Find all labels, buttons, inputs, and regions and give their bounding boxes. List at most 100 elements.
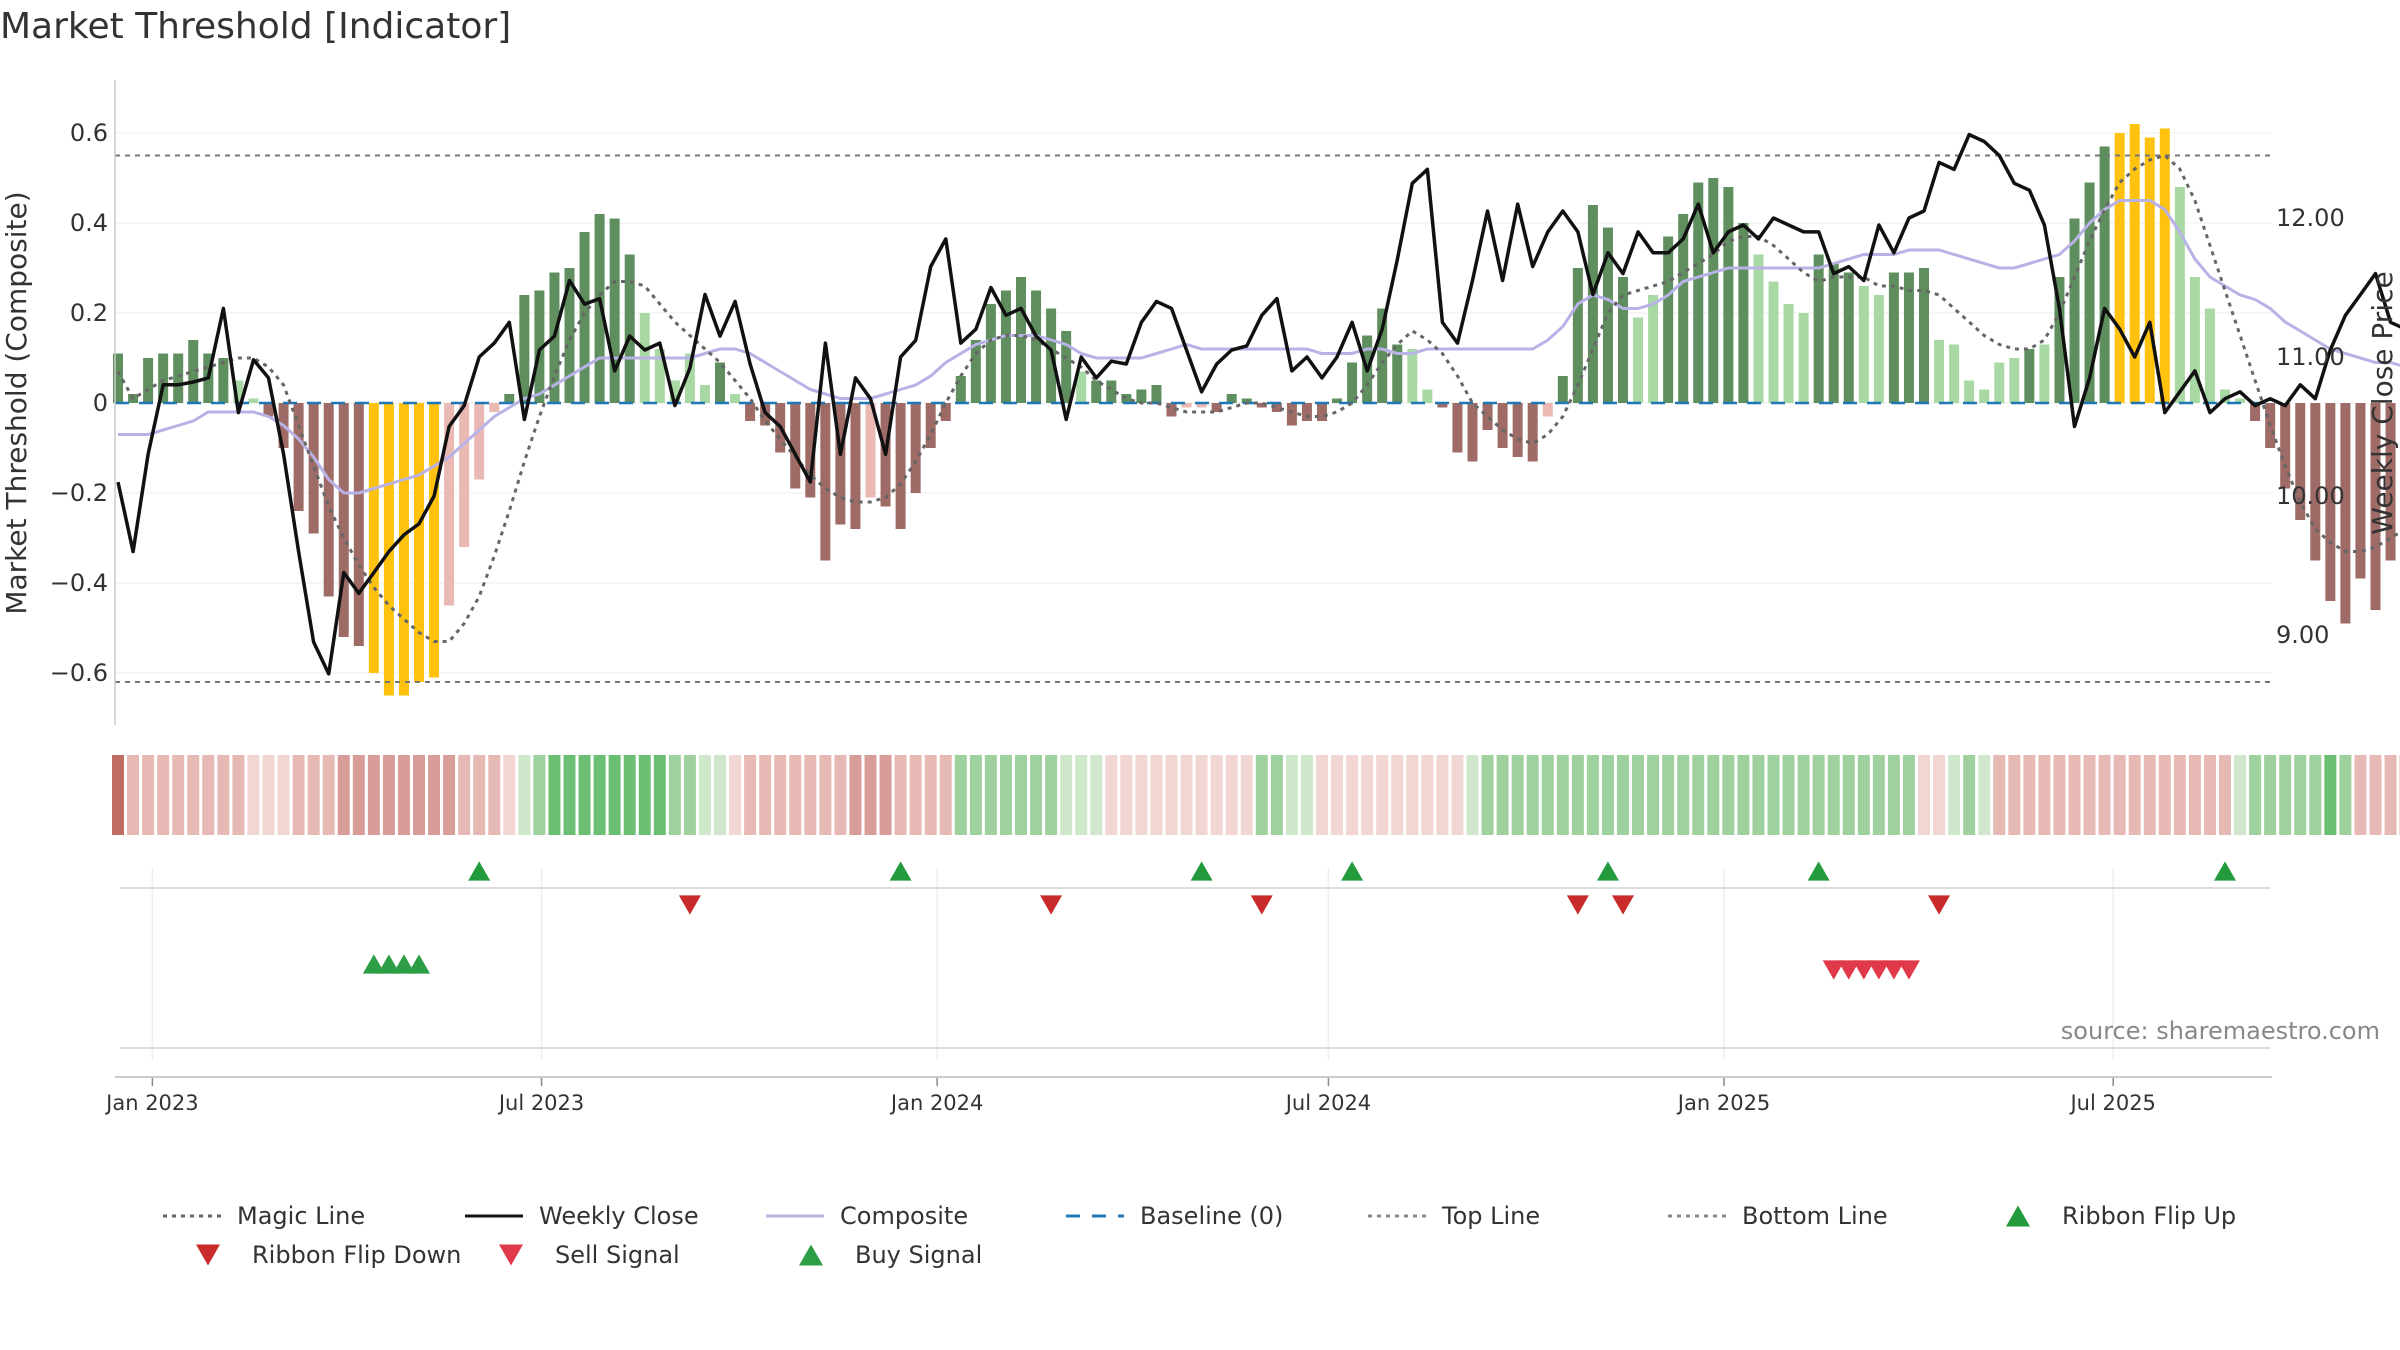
- ribbon-cell: [142, 755, 155, 835]
- composite-bar: [1497, 403, 1508, 448]
- composite-bar: [143, 358, 154, 403]
- composite-bar: [1813, 254, 1824, 403]
- y2-tick-label: 9.00: [2276, 621, 2329, 649]
- composite-bar: [2054, 277, 2065, 403]
- ribbon-cell: [187, 755, 200, 835]
- ribbon-cell: [1135, 755, 1148, 835]
- composite-bar: [2069, 218, 2080, 403]
- composite-bar: [173, 353, 184, 403]
- ribbon-cell: [458, 755, 471, 835]
- y2-tick-label: 12.00: [2276, 204, 2345, 232]
- ribbon-cell: [1346, 755, 1359, 835]
- composite-bar: [2114, 133, 2125, 403]
- ribbon-cell: [548, 755, 561, 835]
- line-series: [115, 132, 2400, 683]
- legend-label: Buy Signal: [855, 1241, 982, 1269]
- ribbon-cell: [307, 755, 320, 835]
- sell-signal-marker: [1867, 960, 1890, 980]
- ribbon-cell: [744, 755, 757, 835]
- legend: Magic Line Weekly Close Composite Baseline …: [163, 1202, 2236, 1269]
- ribbon-cell: [1376, 755, 1389, 835]
- composite-bar: [1196, 403, 1207, 408]
- composite-bar: [1753, 254, 1764, 403]
- ribbon-cell: [909, 755, 922, 835]
- composite-bar: [699, 385, 710, 403]
- composite-bar: [2024, 349, 2035, 403]
- ribbon-cell: [1240, 755, 1253, 835]
- axes: 0.6 0.4 0.2 0 −0.2 −0.4 −0.6 12.00 11.00 10.00 9.0…: [50, 80, 2345, 1115]
- composite-bar: [1783, 304, 1794, 403]
- composite-bar: [1301, 403, 1312, 421]
- composite-bar: [534, 290, 545, 403]
- ribbon-cell: [1857, 755, 1870, 835]
- sell-signal-marker: [1897, 960, 1920, 980]
- composite-bar: [2189, 277, 2200, 403]
- ribbon-cell: [653, 755, 666, 835]
- legend-label: Bottom Line: [1742, 1202, 1888, 1230]
- ribbon-cell: [1180, 755, 1193, 835]
- composite-bar: [2159, 128, 2170, 403]
- composite-bar: [1738, 223, 1749, 403]
- composite-bar: [970, 340, 981, 403]
- sell-signal-marker: [1837, 960, 1860, 980]
- composite-bar: [519, 295, 530, 403]
- ribbon-cell: [1225, 755, 1238, 835]
- composite-bar: [2039, 344, 2050, 403]
- legend-swatch: [2006, 1205, 2030, 1227]
- ribbon-cell: [1150, 755, 1163, 835]
- ribbon-cell: [1300, 755, 1313, 835]
- composite-bar: [1994, 362, 2005, 403]
- ribbon-cell: [864, 755, 877, 835]
- composite-bars: [113, 124, 2396, 696]
- composite-bar: [489, 403, 500, 412]
- ribbon-cell: [849, 755, 862, 835]
- y-tick-label: 0: [93, 389, 108, 417]
- composite-bar: [368, 403, 379, 673]
- legend-label: Top Line: [1441, 1202, 1540, 1230]
- composite-bar: [1452, 403, 1463, 453]
- ribbon-cell: [533, 755, 546, 835]
- sell-signal-marker: [1822, 960, 1845, 980]
- legend-swatch: [196, 1244, 220, 1266]
- composite-bar: [1979, 389, 1990, 403]
- ribbon-cell: [2053, 755, 2066, 835]
- ribbon-cell: [1948, 755, 1961, 835]
- composite-bar: [2370, 403, 2381, 610]
- composite-bar: [654, 349, 665, 403]
- composite-bar: [1843, 272, 1854, 403]
- ribbon-cell: [2143, 755, 2156, 835]
- ribbon-cell: [1842, 755, 1855, 835]
- ribbon-flip-up-marker: [1596, 861, 1619, 881]
- composite-bar: [1091, 380, 1102, 403]
- composite-bar: [1031, 290, 1042, 403]
- ribbon-cell: [1993, 755, 2006, 835]
- ribbon-cell: [1195, 755, 1208, 835]
- composite-bar: [2084, 182, 2095, 403]
- composite-bar: [353, 403, 364, 646]
- composite-bar: [1286, 403, 1297, 426]
- composite-bar: [1587, 205, 1598, 403]
- source-note: source: sharemaestro.com: [2061, 1017, 2380, 1045]
- ribbon-cell: [172, 755, 185, 835]
- composite-bar: [188, 340, 199, 403]
- composite-bar: [1964, 380, 1975, 403]
- ribbon-cell: [473, 755, 486, 835]
- composite-bar: [850, 403, 861, 529]
- ribbon-cell: [262, 755, 275, 835]
- ribbon-flip-down-marker: [1612, 895, 1634, 915]
- ribbon-cell: [1406, 755, 1419, 835]
- legend-label: Sell Signal: [555, 1241, 680, 1269]
- ribbon-cell: [488, 755, 501, 835]
- ribbon-cell: [518, 755, 531, 835]
- ribbon-cell: [413, 755, 425, 835]
- x-tick-label: Jul 2024: [1284, 1091, 1371, 1115]
- ribbon-cell: [1255, 755, 1268, 835]
- composite-bar: [2280, 403, 2291, 489]
- ribbon-cell: [1782, 755, 1795, 835]
- ribbon-cell: [1361, 755, 1374, 835]
- ribbon-cell: [2008, 755, 2021, 835]
- composite-bar: [1136, 389, 1147, 403]
- composite-bar: [1618, 277, 1628, 403]
- ribbon-cell: [1421, 755, 1434, 835]
- composite-bar: [248, 398, 259, 403]
